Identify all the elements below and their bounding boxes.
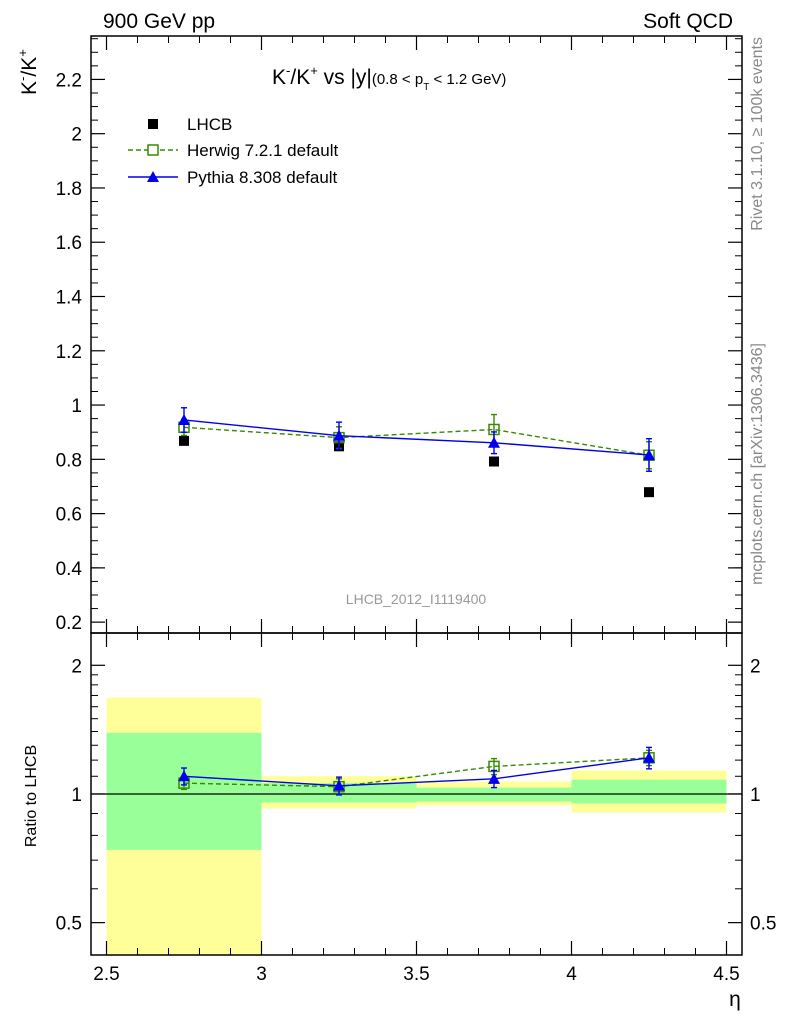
pythia-ratio-marker xyxy=(488,772,500,784)
title-kplus-sup: + xyxy=(310,63,318,78)
ratio-ytick-label-left: 0.5 xyxy=(56,914,82,935)
main-ytick-label: 0.4 xyxy=(56,559,83,580)
title-kminus-sup: - xyxy=(286,63,290,78)
pythia-marker xyxy=(488,436,500,448)
ratio-y-axis-label: Ratio to LHCB xyxy=(23,745,40,847)
legend-lhcb-marker xyxy=(148,119,158,129)
data-series xyxy=(178,407,655,796)
header-category-label: Soft QCD xyxy=(643,10,733,33)
axes-and-ticks: 0.2 0.4 0.6 0.8 1 1.2 1.4 1.6 1.8 2 2.2 0.5 0.5 1 1 2 2 2… xyxy=(56,35,776,985)
main-ytick-label: 1.6 xyxy=(56,233,82,254)
pythia-marker xyxy=(643,448,655,460)
ratio-ytick-label-left: 1 xyxy=(71,785,82,806)
main-ytick-label: 1.8 xyxy=(56,179,82,200)
legend-lhcb-label: LHCB xyxy=(187,115,232,134)
pythia-ratio-marker xyxy=(333,779,345,791)
title-range-open: (0.8 < p xyxy=(372,71,423,88)
title-pt-sub: T xyxy=(423,82,429,93)
main-ytick-label: 0.2 xyxy=(56,613,82,634)
legend-herwig-label: Herwig 7.2.1 default xyxy=(187,141,338,160)
pythia-ratio-marker xyxy=(178,770,190,782)
mcplots-reference-label: mcplots.cern.ch [arXiv:1306.3436] xyxy=(749,343,766,585)
xtick-label: 3.5 xyxy=(403,964,429,985)
lhcb-data-point xyxy=(179,435,189,446)
xtick-label: 4 xyxy=(566,964,577,985)
title-kminus: K xyxy=(272,66,286,89)
rivet-version-label: Rivet 3.1.10, ≥ 100k events xyxy=(749,37,766,231)
pythia-marker xyxy=(333,429,345,441)
analysis-id-watermark: LHCB_2012_I1119400 xyxy=(346,591,487,607)
lhcb-data-point xyxy=(644,487,654,498)
main-ytick-label: 1 xyxy=(71,396,82,417)
pythia-marker xyxy=(178,413,190,425)
xtick-label: 4.5 xyxy=(713,964,739,985)
herwig-ratio-line xyxy=(183,757,650,788)
herwig-line xyxy=(183,426,650,456)
band-green-3 xyxy=(571,779,727,804)
pythia-ratio-line xyxy=(183,757,650,787)
main-y-axis-label: K-/K+ xyxy=(15,49,41,95)
lhcb-data-point xyxy=(489,456,499,467)
pythia-ratio-marker xyxy=(643,751,655,763)
xtick-label: 3 xyxy=(256,964,267,985)
main-ytick-label: 1.2 xyxy=(56,342,82,363)
title-kplus: /K xyxy=(290,66,310,89)
legend: LHCB Herwig 7.2.1 default Pythia 8.308 def… xyxy=(128,115,338,187)
x-axis-label: η xyxy=(729,988,741,1011)
ratio-ytick-label-right: 2 xyxy=(750,656,761,677)
ratio-ytick-label-right: 1 xyxy=(750,785,761,806)
legend-herwig-marker xyxy=(147,144,159,156)
main-ytick-label: 2.2 xyxy=(56,70,82,91)
legend-pythia-label: Pythia 8.308 default xyxy=(187,168,338,187)
header-process-label: 900 GeV pp xyxy=(103,10,215,33)
legend-pythia-marker xyxy=(147,171,159,182)
main-ytick-label: 0.8 xyxy=(56,450,82,471)
title-range-close: < 1.2 GeV) xyxy=(429,71,506,88)
ratio-ytick-label-right: 0.5 xyxy=(750,914,776,935)
title-vs-y: vs |y| xyxy=(318,66,372,89)
main-ytick-label: 0.6 xyxy=(56,505,82,526)
pythia-line xyxy=(183,419,650,456)
ratio-ytick-label-left: 2 xyxy=(71,656,82,677)
ratio-uncertainty-bands xyxy=(106,697,727,955)
band-green-0 xyxy=(106,732,262,850)
main-ytick-label: 2 xyxy=(71,125,82,146)
main-ytick-label: 1.4 xyxy=(56,288,83,309)
main-plot-title: K-/K+ vs |y|(0.8 < pT < 1.2 GeV) xyxy=(272,63,506,93)
xtick-label: 2.5 xyxy=(93,964,119,985)
